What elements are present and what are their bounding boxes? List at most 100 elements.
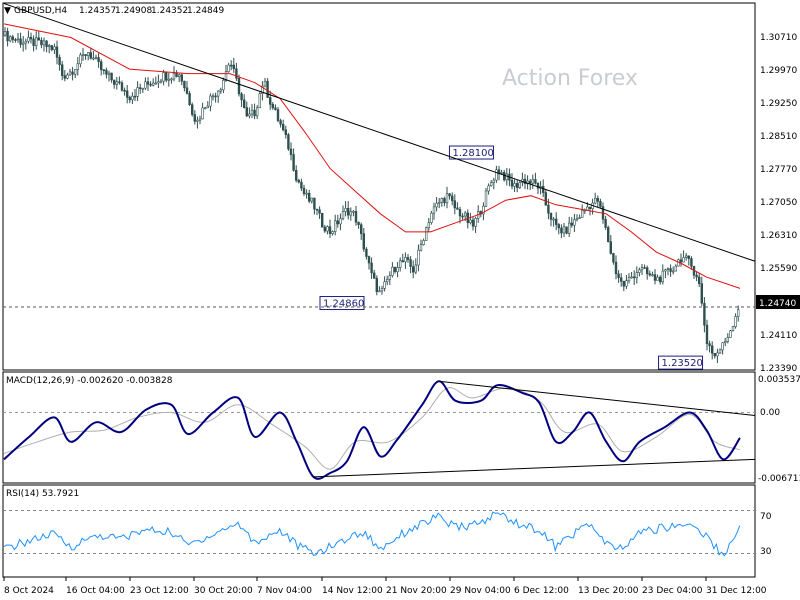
candle-body (547, 204, 550, 214)
candle-body (528, 180, 532, 184)
candle-body (6, 31, 9, 42)
candle-body (154, 82, 157, 85)
candle-body (261, 85, 264, 94)
candle-body (193, 114, 196, 122)
candle-body (209, 95, 212, 107)
candle-body (92, 57, 95, 60)
candle-body (492, 179, 495, 183)
candle-body (131, 95, 134, 101)
candle-body (152, 82, 155, 86)
price-tick: 1.29250 (760, 99, 797, 109)
candle-body (123, 90, 126, 92)
candle-body (115, 81, 119, 85)
candle-body (398, 260, 402, 268)
candle-body (690, 258, 693, 267)
macd-trendline (438, 380, 756, 416)
candle-body (417, 249, 420, 266)
candle-body (596, 198, 600, 202)
candle-body (523, 178, 527, 185)
candle-body (279, 120, 282, 125)
candle-body (258, 93, 261, 109)
candle-body (79, 54, 82, 65)
candle-body (133, 95, 137, 98)
candle-body (105, 69, 108, 75)
candle-body (409, 259, 412, 267)
candle-body (372, 272, 376, 279)
candle-body (716, 352, 719, 357)
candle-body (29, 36, 33, 40)
candle-body (289, 148, 293, 155)
candle-body (191, 104, 194, 115)
candle-body (292, 154, 295, 171)
candle-body (294, 170, 298, 181)
candle-body (422, 240, 425, 245)
candle-body (453, 200, 456, 209)
macd-main-line (3, 380, 741, 480)
rsi-panel (2, 484, 756, 578)
candle-body (664, 269, 667, 272)
candle-body (53, 46, 56, 50)
macd-tick: 0.00 (760, 408, 780, 418)
candle-body (336, 220, 339, 225)
candle-body (443, 198, 446, 204)
candle-body (414, 264, 417, 273)
candle-body (302, 187, 306, 194)
candle-body (471, 219, 475, 227)
candle-body (313, 197, 316, 210)
candle-body (235, 68, 238, 79)
x-tick: 13 Dec 20:00 (578, 586, 639, 596)
candle-body (188, 93, 191, 105)
x-tick: 23 Oct 12:00 (130, 586, 189, 596)
candle-body (305, 192, 308, 195)
candle-body (474, 218, 477, 227)
candle-body (144, 81, 147, 89)
candle-body (570, 222, 574, 226)
candle-body (224, 71, 228, 81)
candle-body (435, 202, 438, 208)
candle-body (362, 233, 365, 250)
candle-body (515, 183, 519, 188)
candle-body (128, 97, 131, 101)
candle-body (74, 69, 77, 75)
candle-body (180, 74, 183, 82)
candle-body (682, 257, 685, 263)
rsi-tick: 30 (760, 547, 772, 557)
candle-body (268, 97, 272, 105)
candle-body (391, 266, 394, 276)
candle-body (352, 211, 355, 213)
candle-body (411, 266, 415, 273)
candle-body (222, 80, 225, 91)
candle-body (320, 213, 324, 228)
candle-body (703, 302, 706, 326)
candle-body (227, 64, 230, 72)
candle-body (201, 107, 204, 120)
chart-menu-icon[interactable]: ▼ (4, 6, 11, 16)
annotation-mid: 1.24860 (323, 299, 364, 310)
x-tick: 30 Oct 20:00 (194, 586, 253, 596)
candle-body (614, 261, 618, 275)
price-tick: 1.25590 (760, 264, 797, 274)
candle-body (723, 341, 727, 344)
candle-body (139, 87, 142, 89)
candle-body (263, 80, 267, 87)
candle-body (531, 179, 535, 184)
candle-body (107, 72, 111, 75)
candle-body (11, 36, 14, 40)
x-tick: 23 Dec 04:00 (642, 586, 703, 596)
candle-body (255, 107, 259, 117)
candle-body (367, 256, 371, 264)
candle-body (432, 206, 436, 214)
candle-body (170, 78, 173, 81)
x-tick: 21 Nov 20:00 (386, 586, 447, 596)
candle-body (167, 78, 170, 81)
price-annotations: 1.28100 1.24860 1.23520 (319, 145, 704, 370)
macd-trendline (313, 458, 756, 478)
candle-body (346, 208, 350, 216)
candle-body (323, 226, 326, 232)
candle-body (219, 89, 222, 92)
x-tick: 16 Oct 04:00 (66, 586, 125, 596)
candle-body (578, 217, 581, 219)
candle-body (726, 337, 730, 342)
candle-body (404, 257, 407, 263)
candle-body (567, 222, 571, 234)
